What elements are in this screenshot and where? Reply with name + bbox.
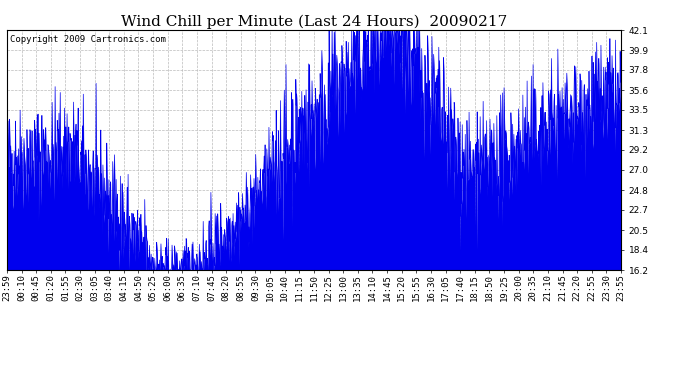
Text: Copyright 2009 Cartronics.com: Copyright 2009 Cartronics.com [10,35,166,44]
Title: Wind Chill per Minute (Last 24 Hours)  20090217: Wind Chill per Minute (Last 24 Hours) 20… [121,15,507,29]
